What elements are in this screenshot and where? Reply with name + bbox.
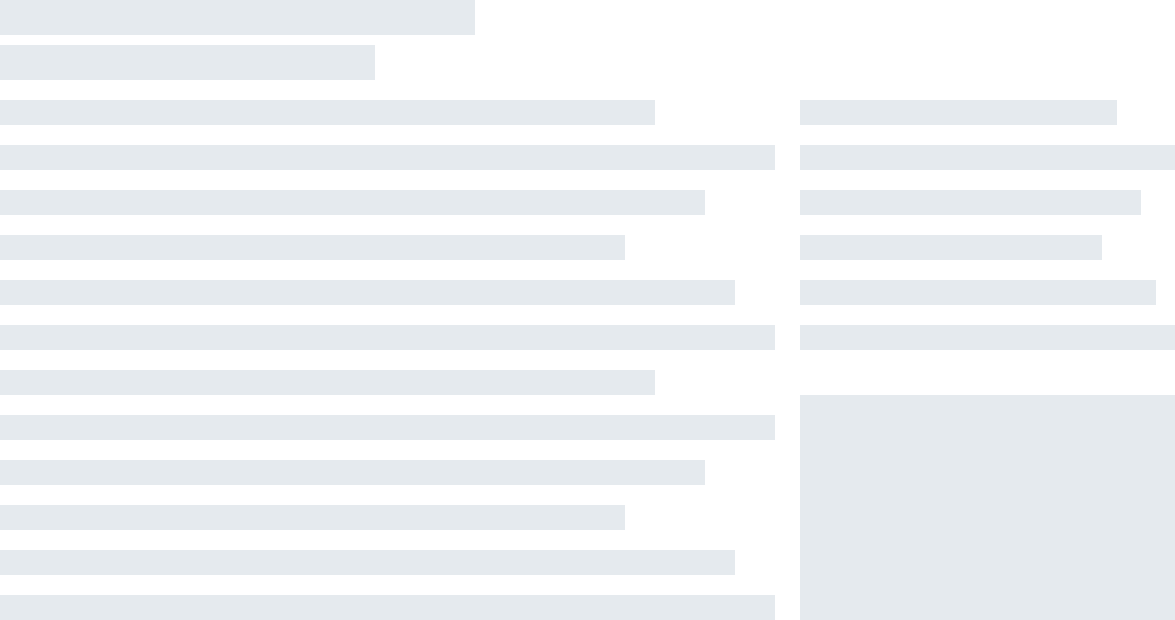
skeleton-line bbox=[0, 325, 775, 350]
skeleton-line bbox=[0, 100, 655, 125]
skeleton-line bbox=[0, 235, 625, 260]
skeleton-sidebar-line bbox=[800, 100, 1117, 125]
skeleton-line bbox=[0, 595, 775, 620]
skeleton-line bbox=[0, 505, 625, 530]
skeleton-line bbox=[0, 460, 705, 485]
skeleton-title bbox=[0, 0, 475, 35]
skeleton-sidebar-line bbox=[800, 325, 1175, 350]
skeleton-line bbox=[0, 415, 775, 440]
skeleton-sidebar-line bbox=[800, 145, 1175, 170]
skeleton-line bbox=[0, 370, 655, 395]
skeleton-sidebar-card bbox=[800, 395, 1175, 620]
skeleton-line bbox=[0, 145, 775, 170]
skeleton-sidebar-line bbox=[800, 235, 1102, 260]
skeleton-line bbox=[0, 550, 735, 575]
skeleton-line bbox=[0, 190, 705, 215]
skeleton-sidebar-line bbox=[800, 280, 1156, 305]
skeleton-subtitle bbox=[0, 45, 375, 80]
skeleton-sidebar-line bbox=[800, 190, 1141, 215]
skeleton-line bbox=[0, 280, 735, 305]
